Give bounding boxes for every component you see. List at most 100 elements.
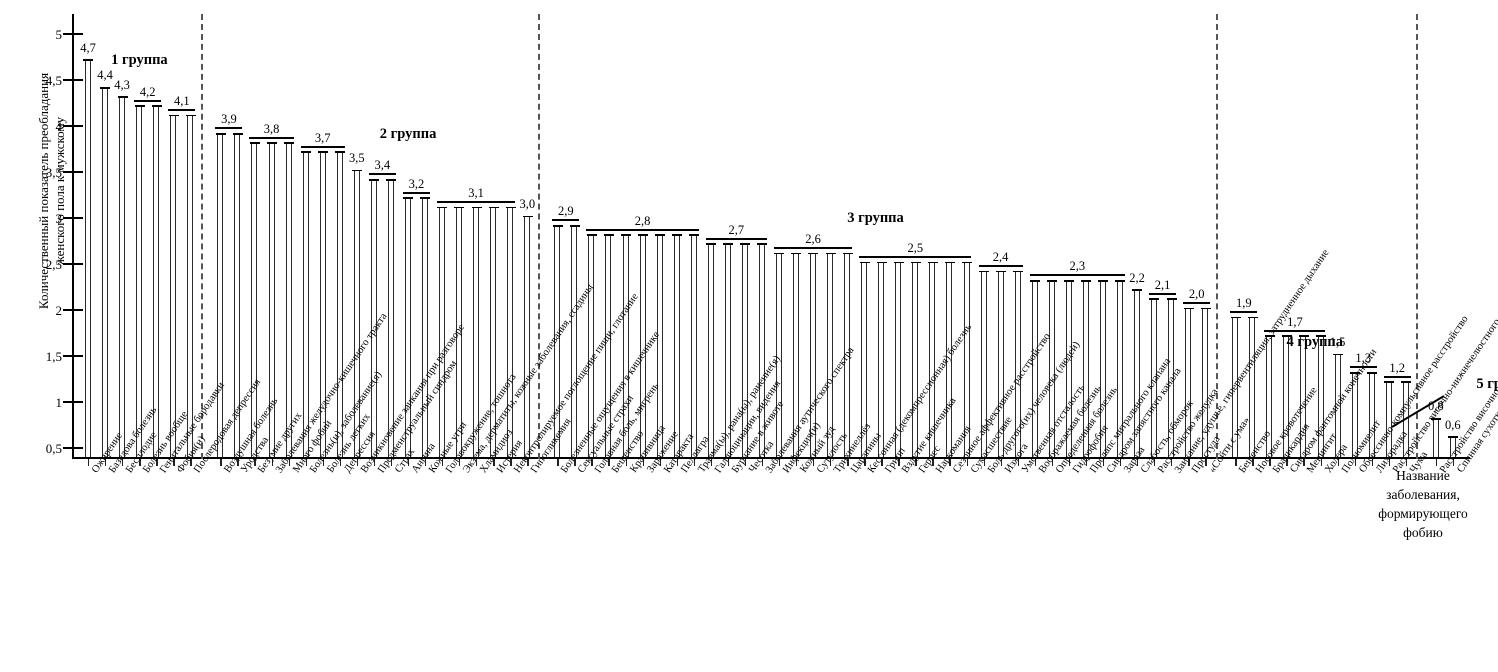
- level-connector: [249, 136, 294, 139]
- bar: [689, 234, 700, 457]
- x-tick-65: [1235, 459, 1237, 466]
- group-separator-2: [537, 14, 540, 459]
- bar-value-label: 3,1: [468, 185, 484, 200]
- bar: [672, 234, 683, 457]
- bar-value-label: 4,3: [114, 77, 130, 92]
- x-tick-62: [1171, 459, 1173, 466]
- bar-value-label: 3,8: [263, 121, 280, 136]
- bar: [1315, 335, 1326, 457]
- x-tick-61: [1154, 459, 1156, 466]
- x-tick-69: [1303, 459, 1305, 466]
- level-connector: [705, 237, 767, 240]
- bar: [369, 178, 380, 457]
- x-tick-20: [442, 459, 444, 466]
- bar: [134, 105, 145, 457]
- bar-value-label: 2,0: [1188, 287, 1205, 302]
- bar: [386, 178, 397, 457]
- bar-value-label: 4,7: [80, 40, 96, 55]
- bar: [117, 96, 128, 457]
- x-tick-44: [864, 459, 866, 466]
- x-tick-22: [476, 459, 478, 466]
- bar-value-label: 3,5: [348, 151, 365, 166]
- y-tick-6: [63, 171, 83, 174]
- group-title-5: 5 группа: [1476, 376, 1498, 392]
- bar: [454, 206, 465, 457]
- x-tick-4: [156, 459, 158, 466]
- bar: [893, 261, 904, 457]
- x-tick-32: [659, 459, 661, 466]
- bar: [859, 261, 870, 457]
- bar: [774, 252, 785, 457]
- bar-value-label: 2,3: [1069, 259, 1086, 274]
- x-tick-72: [1354, 459, 1356, 466]
- level-connector: [773, 246, 853, 249]
- bar: [927, 261, 938, 457]
- x-tick-47: [915, 459, 917, 466]
- bar: [488, 206, 499, 457]
- x-tick-53: [1017, 459, 1020, 466]
- bar: [437, 206, 448, 457]
- x-tick-28: [591, 459, 593, 466]
- bar-value-label: 3,0: [519, 197, 536, 212]
- x-tick-37: [744, 459, 747, 466]
- x-tick-8: [237, 459, 239, 466]
- x-tick-17: [390, 459, 393, 466]
- group5-leader-line: [1391, 395, 1445, 428]
- x-tick-64: [1205, 459, 1207, 466]
- x-tick-9: [254, 459, 256, 466]
- x-tick-29: [608, 459, 610, 466]
- bar: [961, 261, 972, 457]
- bar: [1064, 280, 1075, 457]
- level-connector: [1183, 302, 1211, 305]
- bar: [185, 114, 196, 457]
- bar-value-label: 0,6: [1445, 417, 1461, 432]
- bar: [168, 114, 179, 457]
- x-tick-24: [510, 459, 512, 466]
- x-tick-16: [373, 459, 376, 466]
- bar-value-label: 2,5: [907, 241, 924, 256]
- x-tick-66: [1252, 459, 1254, 466]
- x-category-label: Расстройство височно-нижнечелюстного сус…: [1437, 287, 1498, 476]
- x-tick-6: [190, 459, 192, 466]
- bar: [1230, 316, 1241, 457]
- x-axis-ticks: [72, 459, 1470, 467]
- x-tick-30: [625, 459, 627, 466]
- x-tick-55: [1051, 459, 1054, 466]
- y-tick-label-1: 1: [55, 395, 63, 410]
- x-tick-57: [1085, 459, 1088, 466]
- bar-value-label: 1,7: [1287, 314, 1303, 329]
- bar: [1384, 381, 1395, 457]
- bar: [1132, 289, 1143, 457]
- bar: [283, 142, 294, 457]
- y-tick-label-6: 3,5: [45, 165, 62, 181]
- bar: [266, 142, 277, 457]
- y-tick-7: [63, 125, 83, 128]
- level-connector: [437, 200, 516, 203]
- bar: [1332, 353, 1343, 457]
- x-tick-43: [847, 459, 849, 466]
- bar: [522, 215, 533, 457]
- bar: [876, 261, 887, 457]
- x-tick-40: [796, 459, 798, 466]
- y-tick-label-0: 0,5: [45, 440, 62, 456]
- level-connector: [1149, 292, 1177, 295]
- group-separator-4: [1416, 14, 1419, 459]
- y-tick-2: [63, 355, 83, 358]
- level-connector: [1383, 375, 1411, 378]
- x-tick-18: [407, 459, 410, 466]
- bar-value-label: 2,8: [634, 213, 651, 228]
- x-axis-line: [72, 457, 1470, 459]
- x-tick-58: [1102, 459, 1105, 466]
- level-connector: [134, 99, 162, 102]
- bar: [420, 197, 431, 457]
- bar: [842, 252, 853, 457]
- bar-value-label: 3,2: [408, 176, 425, 191]
- bar: [1098, 280, 1109, 457]
- bar-value-label: 2,4: [992, 250, 1009, 265]
- group-separator-3: [1215, 14, 1218, 459]
- y-tick-3: [63, 309, 83, 312]
- bar-value-label: 2,7: [728, 222, 745, 237]
- bar: [910, 261, 921, 457]
- bar-value-label: 1,2: [1389, 360, 1406, 375]
